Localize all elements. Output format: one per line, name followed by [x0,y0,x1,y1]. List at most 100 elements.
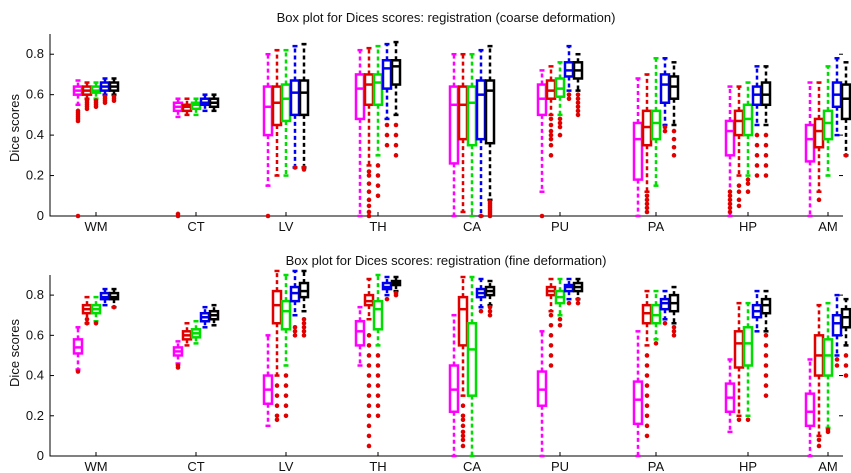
outlier-point [754,173,760,178]
outlier-point [816,443,822,449]
outlier-point [825,427,831,433]
category-label: WM [84,459,107,473]
iqr-box [733,109,745,137]
y-tick-label: 0.2 [26,168,44,183]
outlier-point [662,128,668,134]
category-label: HP [739,459,757,473]
box-ct-1 [181,97,193,117]
outlier-point [366,443,372,449]
outlier-point [366,373,372,378]
outlier-point [265,213,271,219]
box-lv-4 [298,269,310,338]
iqr-box [650,109,662,141]
box-wm-4 [108,287,120,310]
outlier-point [283,403,289,409]
iqr-box [822,338,834,377]
outlier-point [727,205,733,211]
outlier-point [575,104,581,110]
outlier-point [754,163,760,168]
outlier-point [745,417,751,423]
outlier-point [366,213,372,219]
box-th-2 [372,273,384,419]
outlier-point [763,153,769,158]
outlier-point [566,300,572,306]
iqr-box [289,79,301,117]
outlier-point [548,333,554,338]
outlier-point [384,122,390,128]
iqr-box [457,295,469,347]
iqr-box [804,392,816,428]
y-tick-label: 0.4 [26,127,44,142]
category-label: AM [818,459,838,473]
outlier-point [644,193,650,199]
outlier-point [366,413,372,419]
outlier-point [539,213,545,219]
box-hp-1 [733,301,745,423]
outlier-point [487,312,493,318]
outlier-point [727,197,733,203]
y-tick-label: 0.6 [26,87,44,102]
outlier-point [301,316,307,322]
outlier-point [274,417,280,423]
box-pa-4 [668,61,680,158]
outlier-point [283,383,289,388]
box-ca-3 [475,277,487,314]
outlier-point [366,209,372,215]
box-am-1 [813,303,825,449]
box-pa-3 [659,57,671,134]
outlier-point [460,403,466,409]
outlier-point [763,163,769,168]
outlier-point [557,316,563,322]
box-ct-3 [199,305,211,329]
outlier-point [366,169,372,174]
outlier-point [653,341,659,346]
plot-area: 0 0.2 0.4 0.6 0.8 WM CT LV TH CA PU PA HP AM [26,34,851,234]
outlier-point [366,333,372,338]
box-wm-1 [81,81,93,112]
outlier-point [557,120,563,126]
outlier-point [548,343,554,348]
outlier-point [366,203,372,209]
outlier-point [93,98,99,104]
box-pa-4 [668,285,680,338]
outlier-point [548,142,554,148]
iqr-box [298,79,310,117]
panel-coarse: Box plot for Dices scores: registration … [7,10,851,234]
outlier-point [274,403,280,409]
iqr-box [804,123,816,163]
axis-lines [49,34,843,217]
box-pa-3 [659,289,671,326]
outlier-point [75,213,81,219]
outlier-point [393,142,399,148]
outlier-point [366,181,372,186]
outlier-point [375,383,381,388]
y-axis-label: Dice scores [7,94,22,162]
outlier-point [283,413,289,419]
outlier-point [487,308,493,314]
outlier-point [375,173,381,178]
iqr-box [632,121,644,181]
box-pu-2 [554,277,566,328]
outlier-point [671,136,677,142]
outlier-point [292,165,298,170]
category-label: TH [369,219,386,234]
outlier-point [548,116,554,122]
outlier-point [460,433,466,439]
outlier-point [644,353,650,358]
outlier-point [375,363,381,368]
outlier-point [843,153,849,158]
outlier-point [84,98,90,104]
box-pa-1 [641,289,653,439]
box-th-1 [363,46,375,219]
outlier-point [460,413,466,419]
outlier-point [393,153,399,158]
box-ct-4 [208,93,220,113]
outlier-point [393,290,399,296]
iqr-box [831,313,843,337]
outlier-point [111,304,117,310]
outlier-point [575,108,581,114]
outlier-point [375,353,381,358]
outlier-point [736,197,742,203]
outlier-point [375,393,381,398]
box-hp-4 [760,289,772,398]
